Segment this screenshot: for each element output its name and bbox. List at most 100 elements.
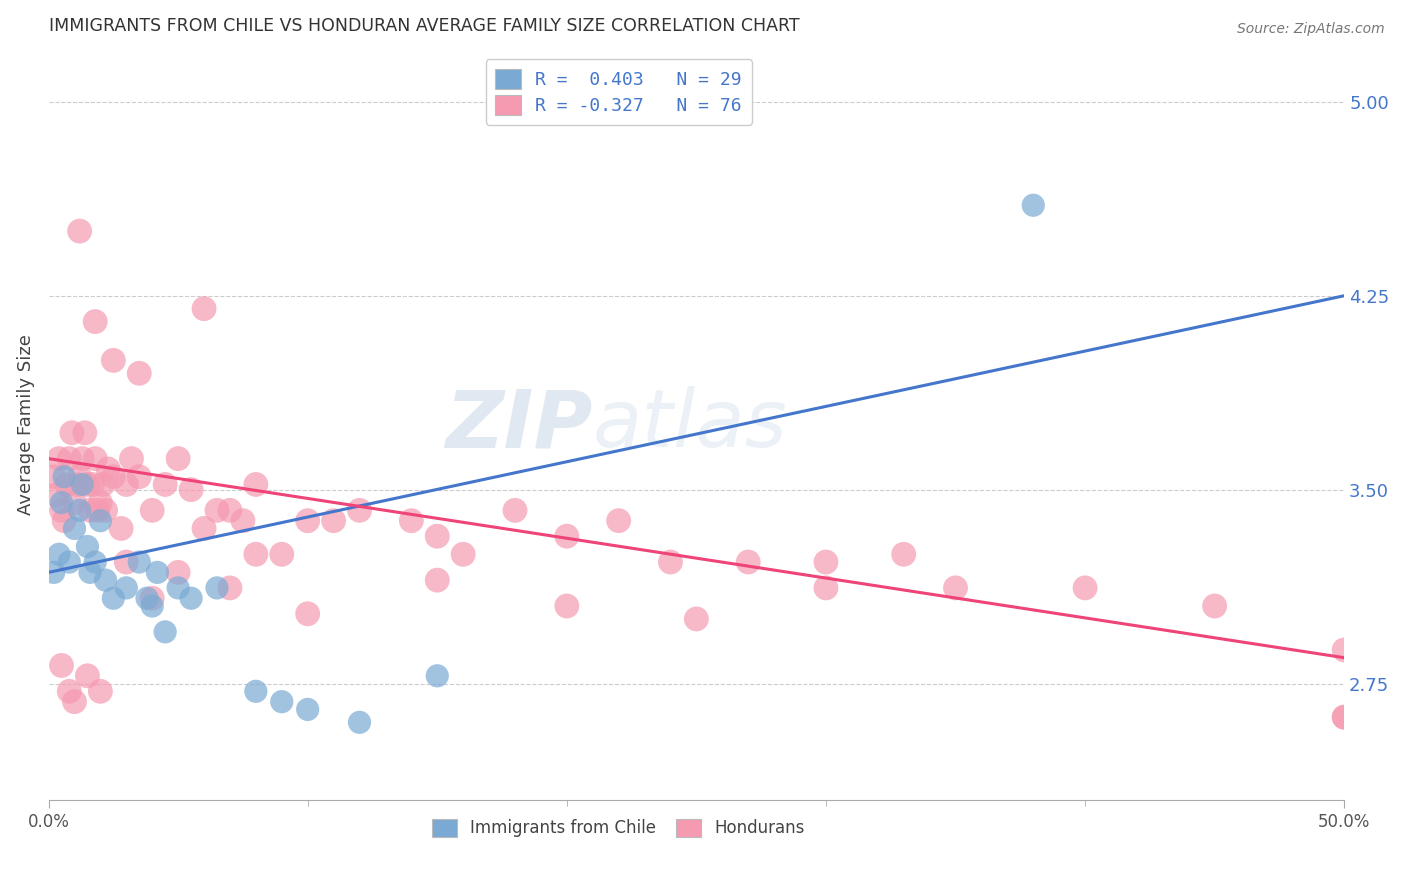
Point bbox=[58, 451, 80, 466]
Point bbox=[219, 581, 242, 595]
Point bbox=[51, 503, 73, 517]
Point bbox=[1074, 581, 1097, 595]
Point bbox=[103, 469, 125, 483]
Point bbox=[63, 495, 86, 509]
Point bbox=[82, 477, 104, 491]
Point bbox=[193, 301, 215, 316]
Point bbox=[84, 315, 107, 329]
Point bbox=[121, 451, 143, 466]
Point bbox=[42, 566, 65, 580]
Point bbox=[451, 547, 474, 561]
Text: IMMIGRANTS FROM CHILE VS HONDURAN AVERAGE FAMILY SIZE CORRELATION CHART: IMMIGRANTS FROM CHILE VS HONDURAN AVERAG… bbox=[49, 17, 799, 35]
Point bbox=[115, 477, 138, 491]
Point bbox=[232, 514, 254, 528]
Point bbox=[69, 503, 91, 517]
Point bbox=[136, 591, 159, 606]
Text: atlas: atlas bbox=[593, 386, 787, 464]
Point bbox=[146, 566, 169, 580]
Point bbox=[349, 715, 371, 730]
Point bbox=[193, 521, 215, 535]
Point bbox=[128, 366, 150, 380]
Point bbox=[167, 451, 190, 466]
Point bbox=[53, 514, 76, 528]
Point bbox=[1204, 599, 1226, 613]
Point bbox=[205, 503, 228, 517]
Point bbox=[84, 555, 107, 569]
Point bbox=[48, 451, 70, 466]
Point bbox=[245, 477, 267, 491]
Point bbox=[167, 566, 190, 580]
Point bbox=[89, 684, 111, 698]
Point bbox=[141, 599, 163, 613]
Point bbox=[180, 591, 202, 606]
Legend: Immigrants from Chile, Hondurans: Immigrants from Chile, Hondurans bbox=[426, 812, 811, 844]
Point bbox=[426, 669, 449, 683]
Text: Source: ZipAtlas.com: Source: ZipAtlas.com bbox=[1237, 22, 1385, 37]
Point bbox=[128, 555, 150, 569]
Point bbox=[115, 555, 138, 569]
Point bbox=[63, 521, 86, 535]
Point bbox=[1333, 710, 1355, 724]
Point bbox=[69, 469, 91, 483]
Point bbox=[84, 451, 107, 466]
Point bbox=[555, 529, 578, 543]
Point bbox=[58, 684, 80, 698]
Point bbox=[76, 669, 98, 683]
Point bbox=[167, 581, 190, 595]
Point bbox=[58, 555, 80, 569]
Point bbox=[153, 624, 176, 639]
Point bbox=[180, 483, 202, 497]
Point bbox=[103, 591, 125, 606]
Point bbox=[349, 503, 371, 517]
Point bbox=[426, 529, 449, 543]
Point bbox=[245, 684, 267, 698]
Point bbox=[110, 521, 132, 535]
Point bbox=[607, 514, 630, 528]
Point bbox=[94, 503, 117, 517]
Point bbox=[153, 477, 176, 491]
Point bbox=[89, 495, 111, 509]
Point bbox=[91, 477, 114, 491]
Point bbox=[893, 547, 915, 561]
Point bbox=[270, 695, 292, 709]
Point bbox=[89, 514, 111, 528]
Point bbox=[48, 547, 70, 561]
Y-axis label: Average Family Size: Average Family Size bbox=[17, 334, 35, 516]
Point bbox=[297, 607, 319, 621]
Point bbox=[297, 702, 319, 716]
Point bbox=[51, 658, 73, 673]
Point bbox=[555, 599, 578, 613]
Point bbox=[76, 540, 98, 554]
Point bbox=[685, 612, 707, 626]
Point bbox=[70, 477, 93, 491]
Point bbox=[659, 555, 682, 569]
Point bbox=[1022, 198, 1045, 212]
Point bbox=[45, 488, 67, 502]
Point bbox=[205, 581, 228, 595]
Point bbox=[814, 581, 837, 595]
Point bbox=[115, 581, 138, 595]
Point bbox=[737, 555, 759, 569]
Point bbox=[503, 503, 526, 517]
Point bbox=[97, 462, 120, 476]
Point bbox=[55, 477, 77, 491]
Point bbox=[79, 503, 101, 517]
Point bbox=[141, 591, 163, 606]
Point bbox=[53, 469, 76, 483]
Text: ZIP: ZIP bbox=[446, 386, 593, 464]
Point bbox=[245, 547, 267, 561]
Point bbox=[322, 514, 344, 528]
Point bbox=[1333, 710, 1355, 724]
Point bbox=[270, 547, 292, 561]
Point bbox=[42, 469, 65, 483]
Point bbox=[141, 503, 163, 517]
Point bbox=[297, 514, 319, 528]
Point bbox=[51, 495, 73, 509]
Point bbox=[1333, 643, 1355, 657]
Point bbox=[70, 451, 93, 466]
Point bbox=[69, 224, 91, 238]
Point bbox=[87, 503, 110, 517]
Point bbox=[426, 573, 449, 587]
Point bbox=[79, 566, 101, 580]
Point bbox=[814, 555, 837, 569]
